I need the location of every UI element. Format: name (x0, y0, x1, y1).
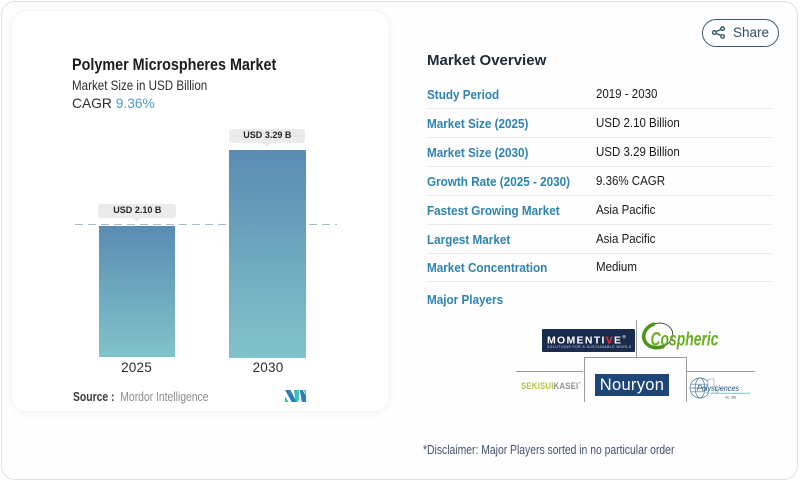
svg-text:Cospheric: Cospheric (651, 328, 719, 350)
svg-text:Inc. info: Inc. info (725, 396, 736, 400)
svg-text:SOLUTIONS FOR A SUSTAINABLE WO: SOLUTIONS FOR A SUSTAINABLE WORLD´ (547, 345, 633, 349)
svg-text:Polysciences: Polysciences (697, 383, 740, 393)
svg-text:MOMENTIVE®: MOMENTIVE® (547, 334, 626, 347)
